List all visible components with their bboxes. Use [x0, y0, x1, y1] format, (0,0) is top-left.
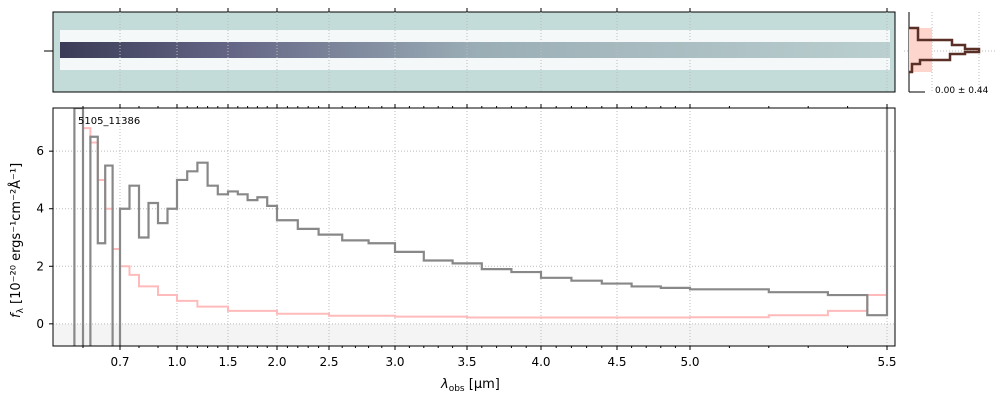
main-plot: 0.7 1.0 1.5 2.0 2.5 3.0 3.5 4.0 4.5 5.0 5.5 0 2 4 6 51… [8, 8, 897, 394]
histogram-label: 0.00 ± 0.44 [935, 86, 989, 96]
y-tick-label: 4 [36, 202, 44, 216]
x-tick-label: 3.5 [457, 355, 476, 369]
y-axis-label: fλ [10⁻²⁰ ergs⁻¹cm⁻²Å⁻¹] [8, 163, 26, 318]
x-tick-label: 2.0 [267, 355, 286, 369]
plot-frame [52, 107, 896, 347]
x-tick-label: 1.5 [218, 355, 237, 369]
zero-shade [53, 324, 895, 346]
2d-spectrum-trace [60, 42, 890, 58]
histogram-steps [909, 26, 981, 74]
x-tick-label: 5.5 [877, 355, 896, 369]
x-tick-label: 4.5 [607, 355, 626, 369]
x-tick-label: 2.5 [319, 355, 338, 369]
error-line [83, 108, 888, 319]
x-tick-label: 0.7 [110, 355, 129, 369]
x-tick-label: 1.0 [167, 355, 186, 369]
object-id-label: 5105_11386 [78, 116, 140, 127]
y-tick-label: 6 [36, 144, 44, 158]
y-tick-label: 0 [36, 317, 44, 331]
residual-histogram: 0.00 ± 0.44 [904, 12, 995, 96]
x-tick-label: 4.0 [531, 355, 550, 369]
x-axis-label: λobs [μm] [440, 377, 500, 394]
y-tick-label: 2 [36, 259, 44, 273]
x-tick-label: 5.0 [680, 355, 699, 369]
x-tick-label: 3.0 [385, 355, 404, 369]
2d-spectrum-frame [52, 11, 896, 93]
flux-line [73, 108, 889, 346]
2d-spectrum-panel [52, 11, 896, 93]
